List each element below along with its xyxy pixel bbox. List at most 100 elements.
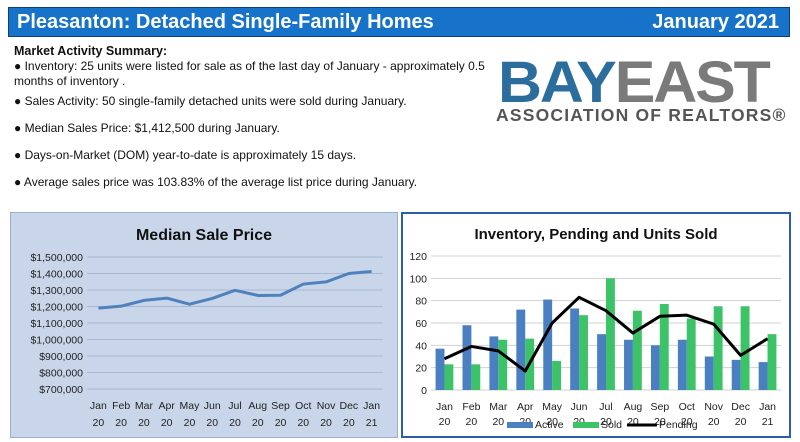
x-tick-month: Jun bbox=[571, 401, 588, 413]
y-tick-label: $1,400,000 bbox=[30, 269, 83, 281]
page-title: Pleasanton: Detached Single-Family Homes bbox=[17, 11, 434, 33]
x-tick-year: 20 bbox=[627, 416, 639, 428]
x-tick-month: Jan bbox=[363, 400, 380, 412]
bar-active bbox=[489, 336, 499, 390]
bar-sold bbox=[767, 334, 777, 390]
y-tick-label: 60 bbox=[415, 318, 427, 330]
y-tick-label: 120 bbox=[409, 251, 427, 263]
bar-active bbox=[758, 362, 768, 390]
legend-label-active: Active bbox=[535, 419, 564, 431]
bar-active bbox=[516, 309, 526, 390]
bar-sold bbox=[498, 339, 508, 390]
x-tick-month: Jan bbox=[90, 400, 107, 412]
median-price-chart-panel: Median Sale Price $700,000 $800,000 $900,00… bbox=[10, 212, 398, 438]
x-tick-year: 20 bbox=[600, 416, 612, 428]
bar-sold bbox=[606, 278, 615, 390]
y-tick-label: 0 bbox=[421, 385, 427, 397]
y-tick-label: 100 bbox=[409, 273, 427, 285]
legend-swatch-active bbox=[507, 422, 533, 428]
legend-label-pending: Pending bbox=[659, 419, 698, 431]
y-tick-label: $1,200,000 bbox=[30, 302, 83, 314]
logo-wordmark: BAYEAST bbox=[498, 49, 771, 116]
y-tick-label: $1,300,000 bbox=[30, 285, 83, 297]
x-tick-month: Aug bbox=[624, 401, 643, 413]
bar-sold bbox=[713, 306, 723, 390]
x-tick-month: Nov bbox=[317, 400, 336, 412]
bar-active bbox=[650, 345, 660, 390]
x-tick-month: Oct bbox=[679, 401, 695, 413]
y-tick-label: $1,100,000 bbox=[30, 318, 83, 330]
y-tick-label: $900,000 bbox=[39, 351, 83, 363]
x-tick-year: 20 bbox=[320, 417, 332, 429]
bar-sold bbox=[552, 360, 562, 390]
chart-title: Median Sale Price bbox=[136, 227, 272, 244]
x-tick-year: 21 bbox=[762, 416, 774, 428]
x-tick-year: 20 bbox=[654, 416, 666, 428]
y-tick-label: $1,500,000 bbox=[30, 252, 83, 264]
logo-subtitle: ASSOCIATION OF REALTORS® bbox=[496, 105, 787, 125]
x-tick-year: 20 bbox=[297, 417, 309, 429]
x-tick-year: 20 bbox=[708, 416, 720, 428]
median-price-chart: Median Sale Price $700,000 $800,000 $900,00… bbox=[30, 227, 383, 429]
bar-sold bbox=[686, 318, 696, 390]
bar-active bbox=[677, 339, 687, 390]
x-tick-year: 20 bbox=[492, 416, 504, 428]
bar-sold bbox=[444, 364, 454, 390]
x-tick-month: Jul bbox=[599, 401, 612, 413]
summary-bullet-sales: ● Sales Activity: 50 single-family detac… bbox=[14, 94, 407, 108]
bar-active bbox=[731, 359, 741, 390]
bar-active bbox=[624, 339, 633, 390]
bar-sold bbox=[659, 304, 669, 390]
summary-title: Market Activity Summary: bbox=[14, 44, 168, 58]
inventory-chart-panel: Inventory, Pending and Units Sold 0 20 40 60… bbox=[401, 212, 791, 438]
y-tick-label: $1,000,000 bbox=[30, 335, 83, 347]
x-tick-month: Apr bbox=[517, 401, 534, 413]
x-tick-month: Oct bbox=[295, 400, 311, 412]
x-tick-year: 20 bbox=[206, 417, 218, 429]
x-tick-month: Jul bbox=[228, 400, 241, 412]
bar-sold bbox=[579, 315, 588, 390]
legend-label-sold: Sold bbox=[601, 419, 622, 431]
bar-active bbox=[543, 299, 553, 390]
bayeast-logo: BAYEAST ASSOCIATION OF REALTORS® bbox=[494, 50, 792, 135]
x-tick-year: 20 bbox=[229, 417, 241, 429]
x-tick-month: Jan bbox=[436, 401, 453, 413]
x-tick-year: 20 bbox=[466, 416, 478, 428]
x-tick-year: 20 bbox=[252, 417, 264, 429]
y-tick-label: 80 bbox=[415, 296, 427, 308]
x-tick-year: 20 bbox=[546, 416, 558, 428]
x-tick-month: May bbox=[180, 400, 201, 412]
x-tick-year: 20 bbox=[161, 417, 173, 429]
logo-bay: BAY bbox=[498, 50, 617, 115]
x-tick-year: 20 bbox=[184, 417, 196, 429]
bar-sold bbox=[632, 310, 642, 390]
x-tick-month: May bbox=[542, 401, 563, 413]
y-tick-label: 20 bbox=[415, 363, 427, 375]
page-header: Pleasanton: Detached Single-Family Homes… bbox=[8, 7, 790, 37]
x-tick-month: Mar bbox=[489, 401, 508, 413]
x-tick-year: 21 bbox=[366, 417, 378, 429]
bar-active bbox=[704, 356, 714, 390]
x-tick-month: Feb bbox=[112, 400, 130, 412]
x-tick-month: Feb bbox=[462, 401, 480, 413]
x-tick-year: 20 bbox=[343, 417, 355, 429]
summary-bullet-avg-price: ● Average sales price was 103.83% of the… bbox=[14, 175, 418, 189]
x-tick-year: 20 bbox=[681, 416, 693, 428]
x-tick-month: Aug bbox=[248, 400, 267, 412]
x-tick-month: Nov bbox=[704, 401, 723, 413]
inventory-chart: Inventory, Pending and Units Sold 0 20 40 60… bbox=[409, 226, 781, 431]
x-tick-year: 20 bbox=[735, 416, 747, 428]
x-tick-month: Jun bbox=[204, 400, 221, 412]
x-tick-month: Jan bbox=[759, 401, 776, 413]
logo-east: EAST bbox=[614, 50, 771, 115]
y-tick-label: 40 bbox=[415, 340, 427, 352]
pending-line bbox=[443, 295, 769, 373]
x-tick-month: Sep bbox=[651, 401, 670, 413]
x-tick-year: 20 bbox=[439, 416, 451, 428]
bar-sold bbox=[471, 364, 481, 390]
chart-title: Inventory, Pending and Units Sold bbox=[474, 226, 717, 243]
y-tick-label: $800,000 bbox=[39, 368, 83, 380]
bar-active bbox=[570, 308, 580, 390]
x-tick-month: Sep bbox=[271, 400, 290, 412]
x-tick-month: Apr bbox=[159, 400, 176, 412]
